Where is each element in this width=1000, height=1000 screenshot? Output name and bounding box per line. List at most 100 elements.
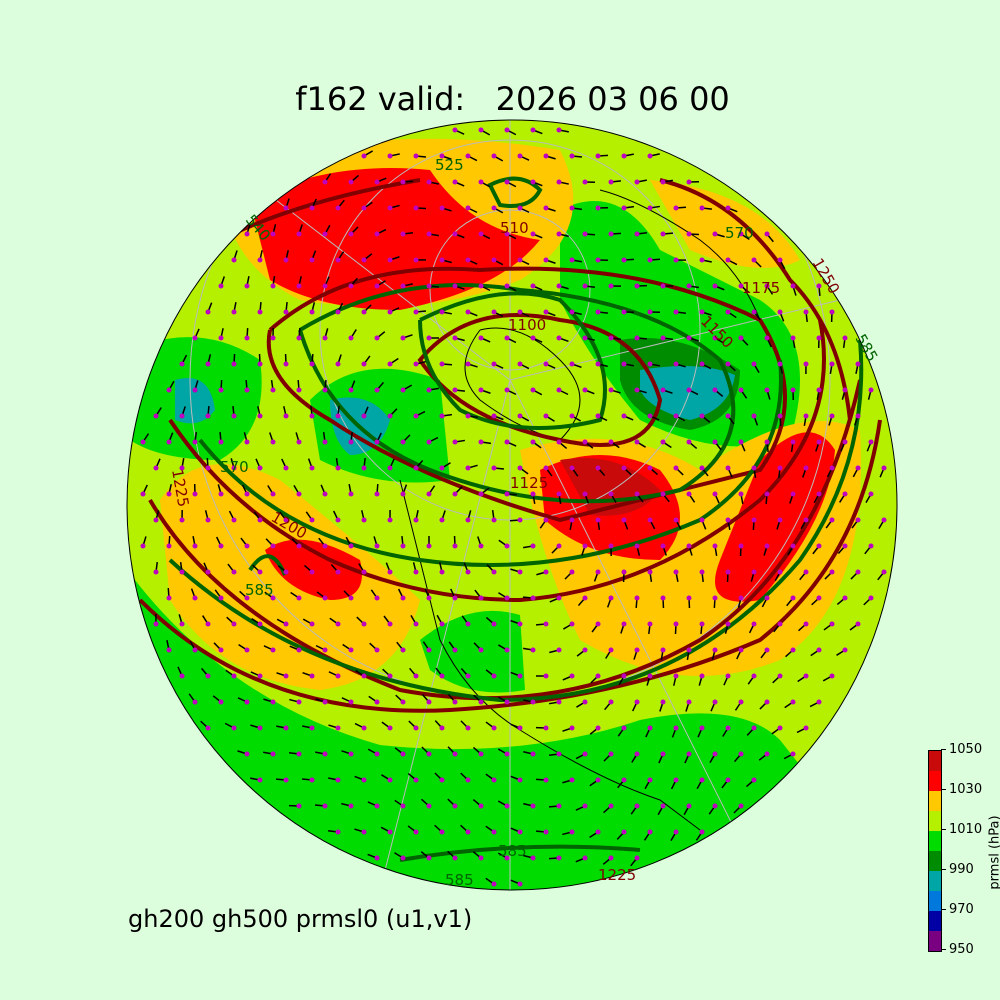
- wind-vector-base: [647, 309, 653, 315]
- wind-vector-base: [387, 829, 393, 835]
- wind-vector-base: [621, 361, 627, 367]
- colorbar-segment: [929, 771, 941, 791]
- wind-vector-base: [725, 725, 731, 731]
- wind-vector-base: [283, 361, 289, 367]
- wind-vector-base: [387, 673, 393, 679]
- wind-vector-base: [556, 647, 562, 653]
- wind-vector-base: [790, 335, 796, 341]
- wind-vector-base: [699, 257, 705, 263]
- wind-vector-base: [517, 829, 523, 835]
- wind-vector-base: [608, 647, 614, 653]
- wind-vector-base: [439, 465, 445, 471]
- wind-vector-base: [543, 361, 549, 367]
- wind-vector-base: [686, 439, 692, 445]
- colorbar-tick: 1050: [941, 742, 982, 757]
- wind-vector-base: [673, 569, 679, 575]
- wind-vector-base: [673, 257, 679, 263]
- wind-vector-base: [426, 231, 432, 237]
- wind-vector-base: [517, 569, 523, 575]
- wind-vector-base: [413, 829, 419, 835]
- wind-vector-base: [452, 803, 458, 809]
- wind-vector-base: [387, 413, 393, 419]
- wind-vector-base: [270, 387, 276, 393]
- wind-vector-base: [543, 153, 549, 159]
- wind-vector-base: [621, 465, 627, 471]
- wind-vector-base: [452, 179, 458, 185]
- wind-vector-base: [660, 335, 666, 341]
- wind-vector-base: [660, 491, 666, 497]
- wind-vector-base: [686, 751, 692, 757]
- wind-vector-base: [543, 621, 549, 627]
- wind-vector-base: [829, 569, 835, 575]
- wind-vector-base: [803, 725, 809, 731]
- wind-vector-base: [608, 543, 614, 549]
- wind-vector-base: [192, 387, 198, 393]
- wind-vector-base: [504, 439, 510, 445]
- wind-vector-base: [608, 387, 614, 393]
- contour-label: 570: [725, 224, 754, 242]
- wind-vector-base: [738, 491, 744, 497]
- wind-vector-base: [608, 335, 614, 341]
- wind-vector-base: [491, 881, 497, 887]
- wind-vector-base: [725, 517, 731, 523]
- wind-vector-base: [465, 725, 471, 731]
- wind-vector-base: [309, 205, 315, 211]
- wind-vector-base: [569, 569, 575, 575]
- wind-vector-base: [413, 465, 419, 471]
- wind-vector-base: [517, 517, 523, 523]
- wind-vector-base: [504, 387, 510, 393]
- wind-vector-base: [881, 465, 887, 471]
- wind-vector-base: [803, 517, 809, 523]
- wind-vector-base: [660, 647, 666, 653]
- wind-vector-base: [283, 621, 289, 627]
- wind-vector-base: [517, 361, 523, 367]
- wind-vector-base: [530, 855, 536, 861]
- wind-vector-base: [244, 699, 250, 705]
- wind-vector-base: [556, 595, 562, 601]
- wind-vector-base: [595, 569, 601, 575]
- wind-vector-base: [244, 751, 250, 757]
- wind-vector-base: [296, 439, 302, 445]
- wind-vector-base: [647, 777, 653, 783]
- wind-vector-base: [777, 725, 783, 731]
- wind-vector-base: [556, 855, 562, 861]
- wind-vector-base: [556, 179, 562, 185]
- wind-vector-base: [335, 517, 341, 523]
- wind-vector-base: [595, 465, 601, 471]
- wind-vector-base: [283, 569, 289, 575]
- wind-vector-base: [764, 647, 770, 653]
- wind-vector-base: [842, 543, 848, 549]
- wind-vector-base: [660, 803, 666, 809]
- wind-vector-base: [517, 153, 523, 159]
- wind-vector-base: [374, 335, 380, 341]
- wind-vector-base: [283, 413, 289, 419]
- wind-vector-base: [465, 569, 471, 575]
- wind-vector-base: [764, 751, 770, 757]
- wind-vector-base: [569, 257, 575, 263]
- wind-vector-base: [530, 127, 536, 133]
- colorbar-segment: [929, 831, 941, 851]
- colorbar-segment: [929, 911, 941, 931]
- wind-vector-base: [777, 673, 783, 679]
- wind-vector-base: [231, 465, 237, 471]
- wind-vector-base: [361, 413, 367, 419]
- wind-vector-base: [699, 517, 705, 523]
- wind-vector-base: [608, 751, 614, 757]
- wind-vector-base: [790, 647, 796, 653]
- wind-vector-base: [660, 283, 666, 289]
- wind-vector-base: [530, 335, 536, 341]
- wind-vector-base: [413, 413, 419, 419]
- wind-vector-base: [621, 205, 627, 211]
- wind-vector-base: [816, 387, 822, 393]
- wind-vector-base: [452, 543, 458, 549]
- wind-vector-base: [673, 621, 679, 627]
- wind-vector-base: [387, 517, 393, 523]
- wind-vector-base: [348, 803, 354, 809]
- wind-vector-base: [192, 595, 198, 601]
- wind-vector-base: [829, 517, 835, 523]
- wind-vector-base: [595, 621, 601, 627]
- wind-vector-base: [361, 829, 367, 835]
- wind-vector-base: [829, 673, 835, 679]
- wind-vector-base: [205, 621, 211, 627]
- wind-vector-base: [712, 283, 718, 289]
